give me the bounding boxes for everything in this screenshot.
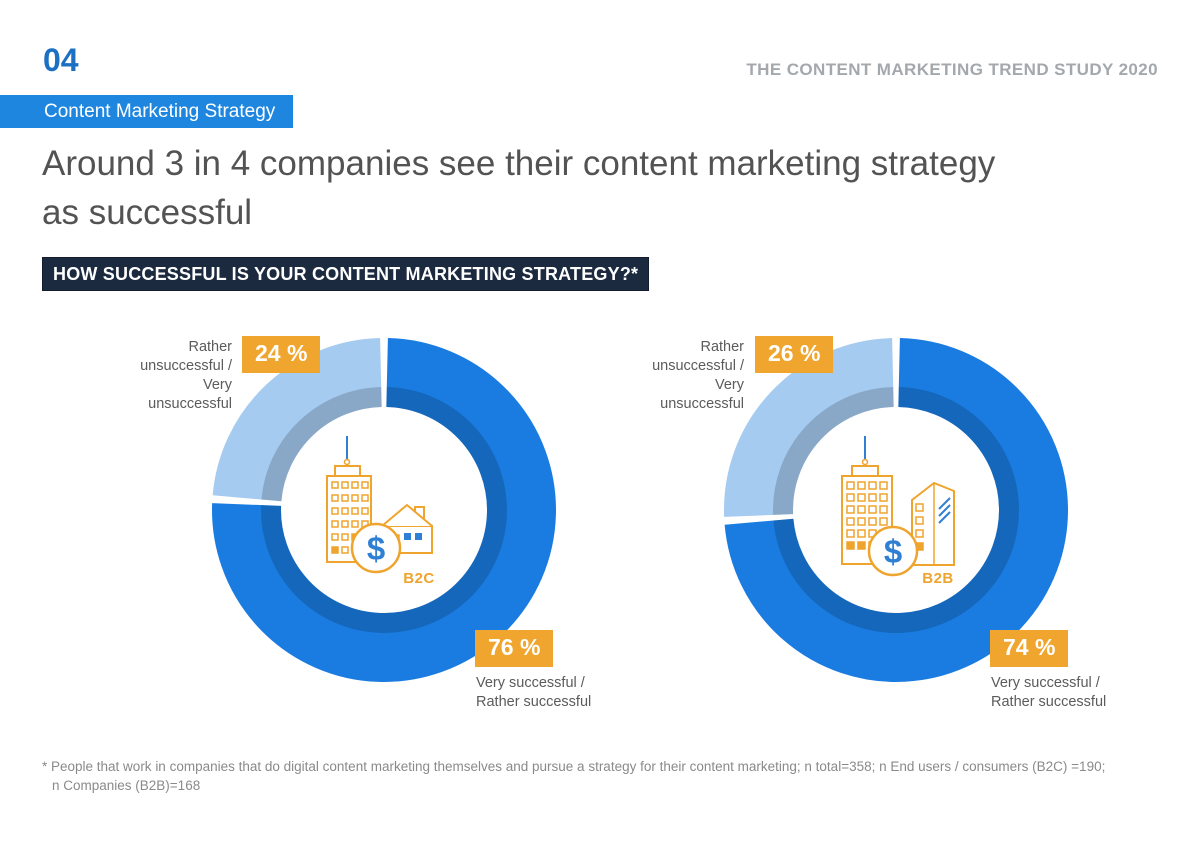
donut-ring-b2b [724,338,1068,682]
headline: Around 3 in 4 companies see their conten… [42,139,995,237]
donut-segment [773,387,894,515]
segment-label-line: Rather unsuccessful / [652,339,744,374]
donut-ring-b2c [212,338,556,682]
segment-label-line: Rather successful [476,694,592,710]
segment-label-line: Very unsuccessful [660,377,744,412]
study-title: THE CONTENT MARKETING TREND STUDY 2020 [746,60,1158,79]
footnote-line-1: * People that work in companies that do … [42,759,1106,774]
audience-label-b2c: B2C [403,570,435,587]
antenna-icon [861,436,869,466]
segment-label-successful: Very successful / Rather successful [476,674,591,712]
donut-segment [773,387,1019,633]
segment-label-line: Rather unsuccessful / [140,339,232,374]
office-building-icon [326,465,372,563]
value-badge-unsuccessful: 26 % [755,336,834,373]
headline-line-1: Around 3 in 4 companies see their conten… [42,144,996,183]
headline-line-2: as successful [42,193,253,232]
antenna-icon [343,436,351,466]
footnote: * People that work in companies that do … [42,757,1105,795]
donut-chart-b2c: Rather unsuccessful / Very unsuccessful … [124,330,636,760]
segment-label-line: Very unsuccessful [148,377,232,412]
audience-label-b2b: B2B [922,570,954,587]
building-windows [331,481,369,554]
skyscraper-icon [911,481,955,566]
donut-segment [724,338,895,517]
value-badge-unsuccessful: 24 % [242,336,321,373]
b2b-buildings-icon: $ B2B [841,436,955,587]
value-badge-successful: 74 % [990,630,1069,667]
office-building-icon [841,465,893,565]
value-badge-successful: 76 % [475,630,554,667]
segment-label-line: Rather successful [991,694,1107,710]
donut-segment [261,387,382,502]
donut-segment [261,387,507,633]
b2c-buildings-icon: $ B2C [326,436,435,587]
donut-chart-b2b: Rather unsuccessful / Very unsuccessful … [636,330,1148,760]
chapter-label-bar: Content Marketing Strategy [0,95,294,128]
segment-label-successful: Very successful / Rather successful [991,674,1106,712]
footnote-line-2: n Companies (B2B)=168 [52,778,201,793]
donut-segment [724,338,1068,682]
donut-segment [212,338,556,682]
segment-label-unsuccessful: Rather unsuccessful / Very unsuccessful [120,338,232,414]
dollar-coin-icon: $ [350,522,402,574]
svg-text:$: $ [884,533,902,570]
donut-segment [212,338,383,503]
question-banner: HOW SUCCESSFUL IS YOUR CONTENT MARKETING… [42,257,650,291]
chapter-label: Content Marketing Strategy [44,101,276,122]
segment-label-unsuccessful: Rather unsuccessful / Very unsuccessful [632,338,744,414]
svg-text:$: $ [367,530,385,567]
segment-label-line: Very successful / [991,675,1100,691]
chapter-number: 04 [43,42,79,78]
segment-label-line: Very successful / [476,675,585,691]
dollar-coin-icon: $ [867,525,919,577]
